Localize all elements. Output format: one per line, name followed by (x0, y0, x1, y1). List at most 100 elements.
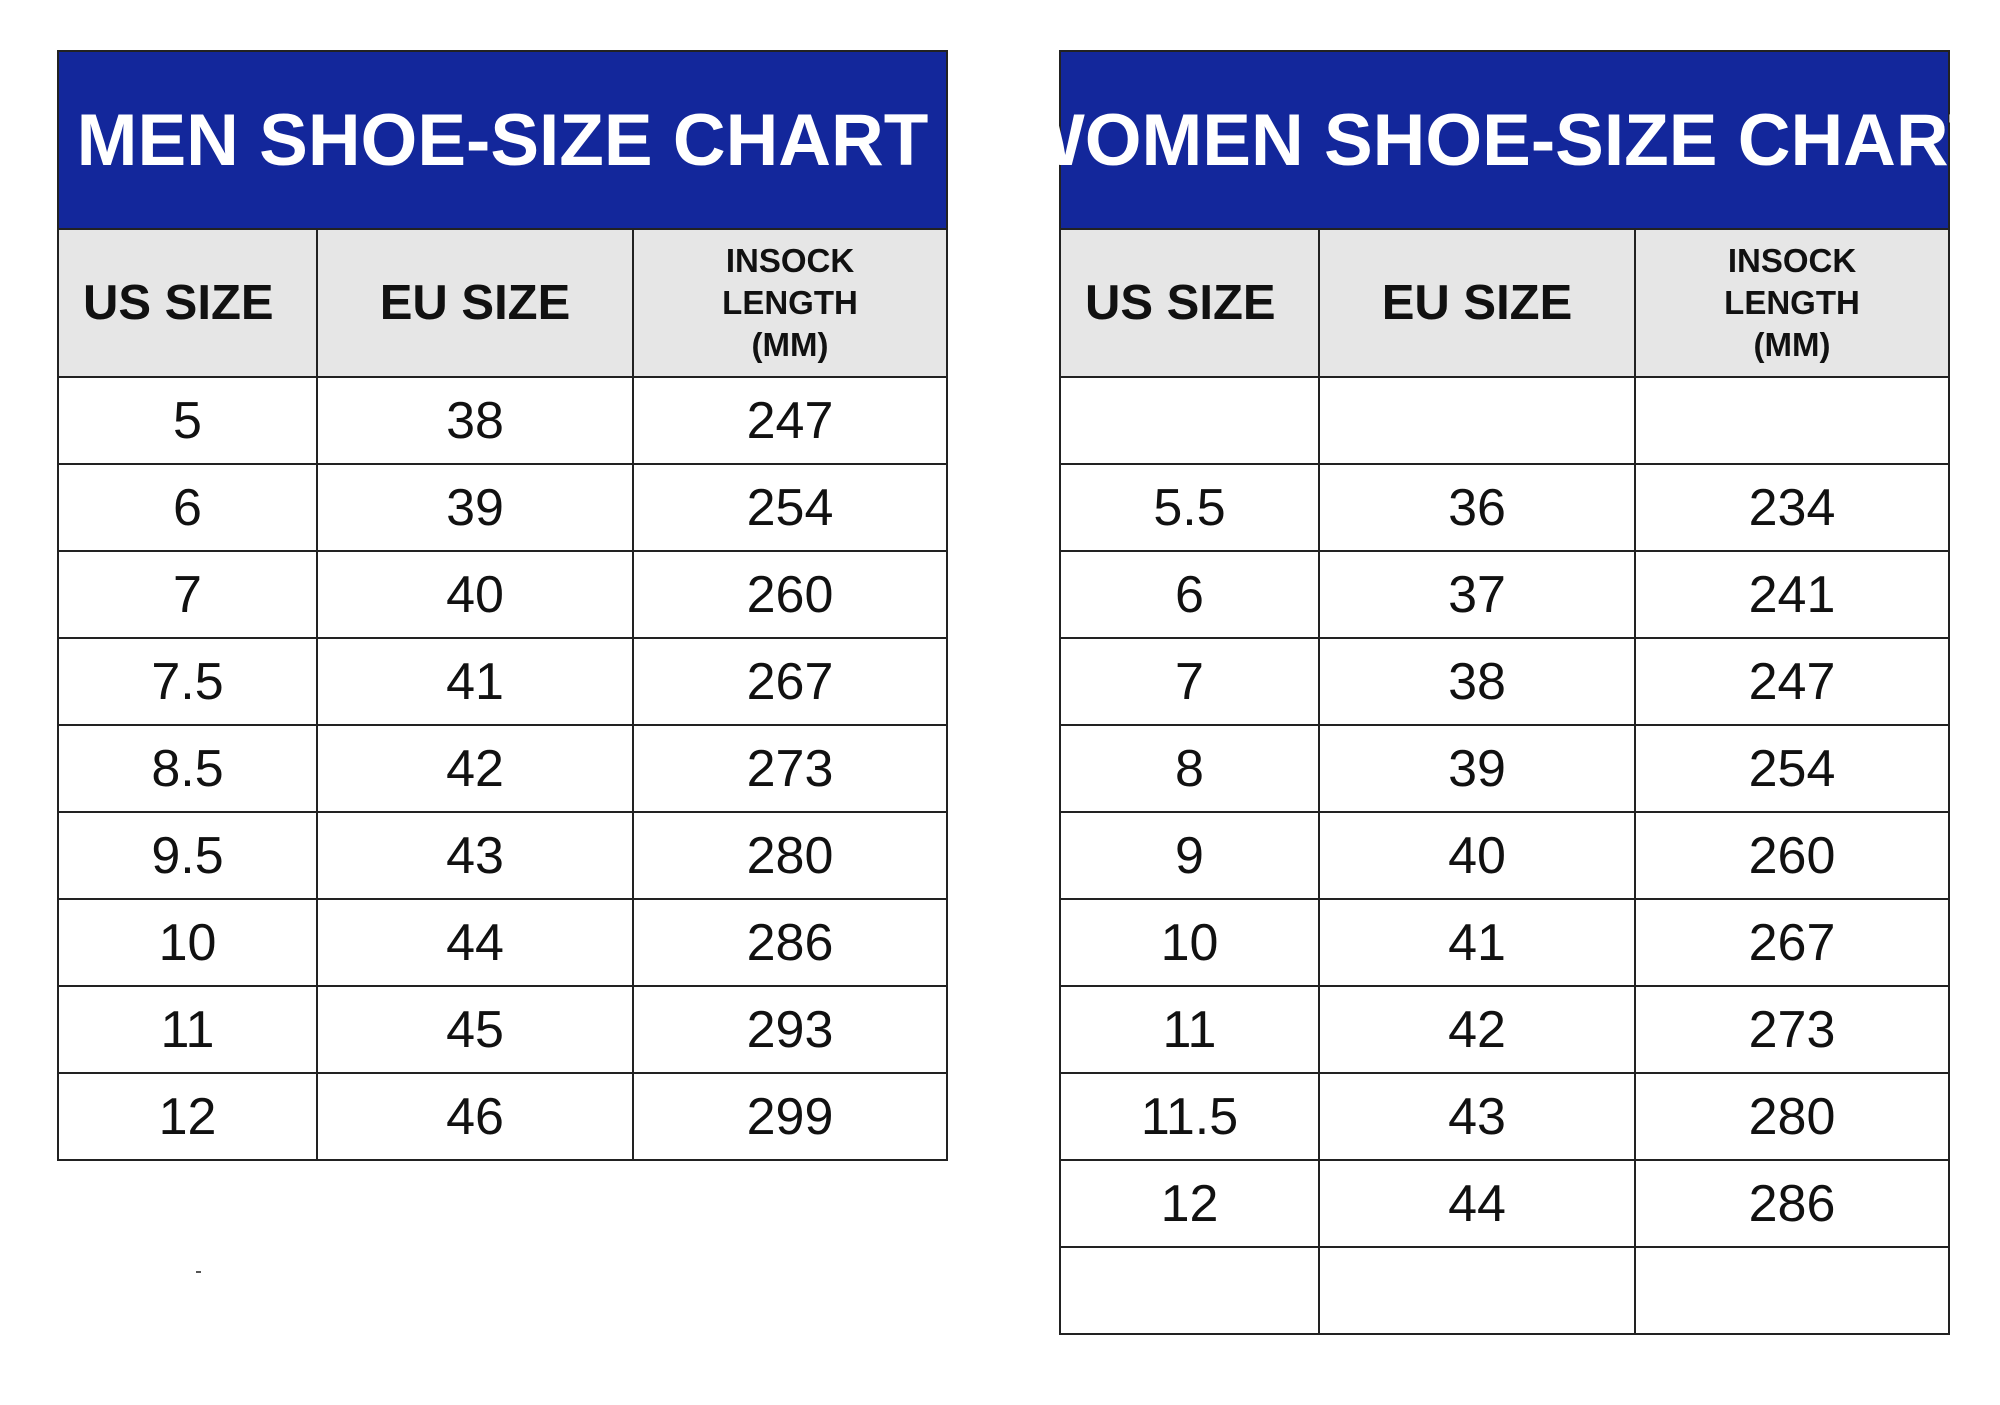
insock-length-cell: 286 (1634, 1160, 1948, 1248)
insock-length-cell: 293 (632, 986, 946, 1074)
men-header-row: US SIZE EU SIZE INSOCK LENGTH (MM) (59, 230, 946, 378)
us-size-cell: 8.5 (59, 725, 317, 813)
eu-size-cell: 41 (316, 638, 633, 726)
insock-length-cell: 280 (1634, 1073, 1948, 1161)
us-size-cell: 5.5 (1061, 464, 1319, 552)
insock-length-cell: 273 (632, 725, 946, 813)
eu-size-cell: 42 (316, 725, 633, 813)
table-row: 9.5 43 280 (59, 812, 946, 900)
us-size-cell: 7 (59, 551, 317, 639)
women-insock-line-1: INSOCK (1727, 242, 1857, 279)
table-row: 7 38 247 (1061, 638, 1948, 726)
men-chart-title: MEN SHOE-SIZE CHART (59, 52, 946, 230)
us-size-cell: 9.5 (59, 812, 317, 900)
us-size-cell: 6 (1061, 551, 1319, 639)
table-row: 11.5 43 280 (1061, 1073, 1948, 1161)
men-size-table: US SIZE EU SIZE INSOCK LENGTH (MM) 5 38 … (59, 230, 946, 1161)
table-row: 8.5 42 273 (59, 725, 946, 813)
women-chart-title: WOMEN SHOE-SIZE CHART (1016, 52, 1993, 230)
us-size-cell: 11.5 (1061, 1073, 1319, 1161)
eu-size-cell: 45 (316, 986, 633, 1074)
us-size-cell: 7.5 (59, 638, 317, 726)
stray-mark (196, 1271, 201, 1273)
us-size-cell: 9 (1061, 812, 1319, 900)
insock-length-cell: 254 (1634, 725, 1948, 813)
insock-length-cell: 234 (1634, 464, 1948, 552)
women-size-table: US SIZE EU SIZE INSOCK LENGTH (MM) 5.5 3… (1061, 230, 1948, 1335)
insock-length-cell: 260 (632, 551, 946, 639)
eu-size-cell: 41 (1318, 899, 1635, 987)
table-row: 11 45 293 (59, 986, 946, 1074)
women-header-row: US SIZE EU SIZE INSOCK LENGTH (MM) (1061, 230, 1948, 378)
insock-length-cell: 254 (632, 464, 946, 552)
insock-length-cell: 267 (1634, 899, 1948, 987)
table-row: 5 38 247 (59, 377, 946, 465)
insock-length-cell (1634, 1247, 1948, 1335)
insock-length-cell: 260 (1634, 812, 1948, 900)
us-size-cell: 12 (1061, 1160, 1319, 1248)
men-insock-line-2: LENGTH (722, 284, 858, 321)
us-size-cell: 8 (1061, 725, 1319, 813)
women-insock-length-header: INSOCK LENGTH (MM) (1634, 230, 1948, 378)
insock-length-cell: 286 (632, 899, 946, 987)
eu-size-cell: 40 (316, 551, 633, 639)
insock-length-cell: 273 (1634, 986, 1948, 1074)
insock-length-cell: 299 (632, 1073, 946, 1161)
eu-size-cell: 39 (1318, 725, 1635, 813)
eu-size-cell: 43 (316, 812, 633, 900)
women-insock-line-3: (MM) (1753, 326, 1831, 363)
table-row: 8 39 254 (1061, 725, 1948, 813)
table-row (1061, 1247, 1948, 1335)
table-row (1061, 377, 1948, 465)
table-row: 11 42 273 (1061, 986, 1948, 1074)
table-row: 6 39 254 (59, 464, 946, 552)
eu-size-cell: 43 (1318, 1073, 1635, 1161)
table-row: 7 40 260 (59, 551, 946, 639)
eu-size-cell: 44 (1318, 1160, 1635, 1248)
us-size-cell: 6 (59, 464, 317, 552)
us-size-cell (1061, 377, 1319, 465)
us-size-cell: 10 (59, 899, 317, 987)
women-insock-line-2: LENGTH (1724, 284, 1860, 321)
eu-size-cell: 36 (1318, 464, 1635, 552)
us-size-cell: 11 (59, 986, 317, 1074)
us-size-cell: 11 (1061, 986, 1319, 1074)
eu-size-cell: 44 (316, 899, 633, 987)
us-size-cell: 7 (1061, 638, 1319, 726)
us-size-cell: 10 (1061, 899, 1319, 987)
men-insock-length-header: INSOCK LENGTH (MM) (632, 230, 946, 378)
eu-size-cell: 37 (1318, 551, 1635, 639)
us-size-cell (1061, 1247, 1319, 1335)
eu-size-cell: 38 (316, 377, 633, 465)
insock-length-cell (1634, 377, 1948, 465)
insock-length-cell: 241 (1634, 551, 1948, 639)
men-us-size-header: US SIZE (59, 230, 317, 378)
women-eu-size-header: EU SIZE (1318, 230, 1635, 378)
us-size-cell: 5 (59, 377, 317, 465)
us-size-cell: 12 (59, 1073, 317, 1161)
eu-size-cell (1318, 1247, 1635, 1335)
table-row: 12 44 286 (1061, 1160, 1948, 1248)
table-row: 9 40 260 (1061, 812, 1948, 900)
eu-size-cell: 40 (1318, 812, 1635, 900)
table-row: 6 37 241 (1061, 551, 1948, 639)
insock-length-cell: 280 (632, 812, 946, 900)
eu-size-cell: 38 (1318, 638, 1635, 726)
women-shoe-size-chart: WOMEN SHOE-SIZE CHART US SIZE EU SIZE IN… (1016, 50, 1993, 1335)
eu-size-cell: 46 (316, 1073, 633, 1161)
women-us-size-header: US SIZE (1061, 230, 1319, 378)
men-shoe-size-chart: MEN SHOE-SIZE CHART US SIZE EU SIZE INSO… (57, 50, 948, 1161)
men-insock-line-1: INSOCK (725, 242, 855, 279)
eu-size-cell: 42 (1318, 986, 1635, 1074)
men-insock-line-3: (MM) (751, 326, 829, 363)
men-eu-size-header: EU SIZE (316, 230, 633, 378)
table-row: 10 41 267 (1061, 899, 1948, 987)
table-row: 10 44 286 (59, 899, 946, 987)
eu-size-cell: 39 (316, 464, 633, 552)
insock-length-cell: 267 (632, 638, 946, 726)
insock-length-cell: 247 (632, 377, 946, 465)
table-row: 7.5 41 267 (59, 638, 946, 726)
insock-length-cell: 247 (1634, 638, 1948, 726)
table-row: 5.5 36 234 (1061, 464, 1948, 552)
table-row: 12 46 299 (59, 1073, 946, 1161)
